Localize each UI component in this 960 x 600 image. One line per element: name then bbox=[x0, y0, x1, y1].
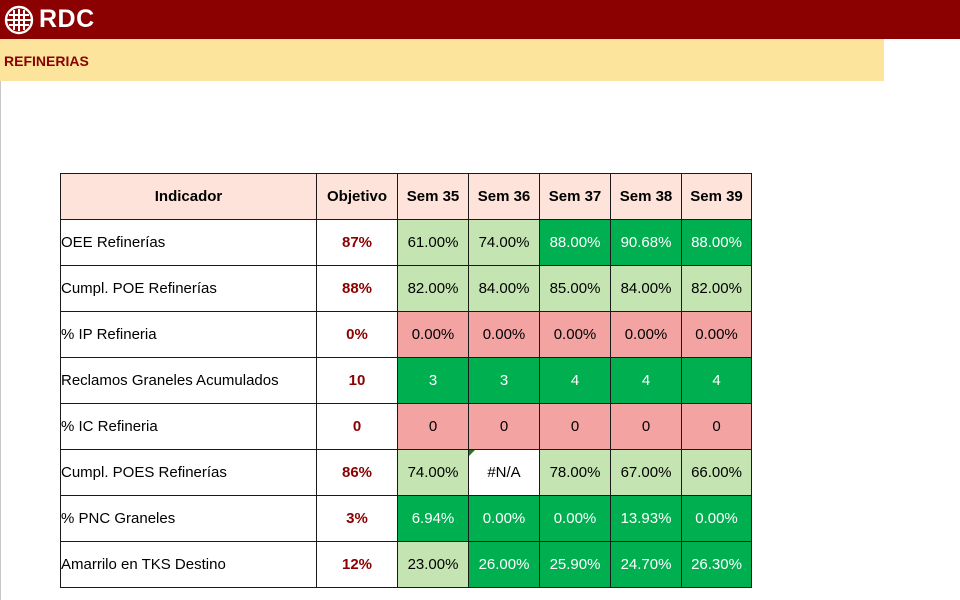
week-value-cell[interactable]: 0.00% bbox=[468, 311, 540, 358]
week-value-cell[interactable]: 0.00% bbox=[610, 311, 682, 358]
week-value-cell[interactable]: 0 bbox=[397, 403, 469, 450]
week-value-cell[interactable]: 4 bbox=[681, 357, 752, 404]
week-value-cell[interactable]: 0.00% bbox=[681, 495, 752, 542]
week-value-cell[interactable]: 67.00% bbox=[610, 449, 682, 496]
week-value-cell[interactable]: 24.70% bbox=[610, 541, 682, 588]
week-value-cell[interactable]: 66.00% bbox=[681, 449, 752, 496]
column-header: Sem 39 bbox=[681, 173, 752, 220]
objective-cell[interactable]: 3% bbox=[316, 495, 398, 542]
week-value-cell[interactable]: 25.90% bbox=[539, 541, 611, 588]
indicator-cell[interactable]: % IP Refineria bbox=[60, 311, 317, 358]
objective-cell[interactable]: 0% bbox=[316, 311, 398, 358]
week-value-cell[interactable]: 90.68% bbox=[610, 219, 682, 266]
week-value-cell[interactable]: 6.94% bbox=[397, 495, 469, 542]
week-value-cell[interactable]: #N/A bbox=[468, 449, 540, 496]
week-value-cell[interactable]: 0.00% bbox=[539, 311, 611, 358]
table-row: Reclamos Graneles Acumulados 10 3 3 4 4 4 bbox=[60, 357, 752, 404]
table-row: % IC Refineria 0 0 0 0 0 0 bbox=[60, 403, 752, 450]
column-header: Sem 36 bbox=[468, 173, 540, 220]
week-value-cell[interactable]: 13.93% bbox=[610, 495, 682, 542]
table-row: OEE Refinerías 87% 61.00% 74.00% 88.00% 90.68… bbox=[60, 219, 752, 266]
table-row: % PNC Graneles 3% 6.94% 0.00% 0.00% 13.93% 0.0… bbox=[60, 495, 752, 542]
week-value-cell[interactable]: 23.00% bbox=[397, 541, 469, 588]
week-value-cell[interactable]: 4 bbox=[539, 357, 611, 404]
week-value-cell[interactable]: 0.00% bbox=[468, 495, 540, 542]
week-value-cell[interactable]: 3 bbox=[468, 357, 540, 404]
week-value-cell[interactable]: 82.00% bbox=[397, 265, 469, 312]
objective-cell[interactable]: 0 bbox=[316, 403, 398, 450]
objective-cell[interactable]: 88% bbox=[316, 265, 398, 312]
week-value-cell[interactable]: 26.00% bbox=[468, 541, 540, 588]
week-value-cell[interactable]: 0.00% bbox=[397, 311, 469, 358]
week-value-cell[interactable]: 4 bbox=[610, 357, 682, 404]
section-title: REFINERIAS bbox=[4, 53, 89, 69]
week-value-cell[interactable]: 82.00% bbox=[681, 265, 752, 312]
week-value-cell[interactable]: 88.00% bbox=[681, 219, 752, 266]
week-value-cell[interactable]: 85.00% bbox=[539, 265, 611, 312]
week-value-cell[interactable]: 0 bbox=[468, 403, 540, 450]
column-header: Sem 37 bbox=[539, 173, 611, 220]
objective-cell[interactable]: 86% bbox=[316, 449, 398, 496]
week-value-cell[interactable]: 0 bbox=[610, 403, 682, 450]
table-row: Cumpl. POES Refinerías 86% 74.00% #N/A 78.00… bbox=[60, 449, 752, 496]
column-header: Indicador bbox=[60, 173, 317, 220]
week-value-cell[interactable]: 74.00% bbox=[397, 449, 469, 496]
indicator-cell[interactable]: % IC Refineria bbox=[60, 403, 317, 450]
column-header: Sem 35 bbox=[397, 173, 469, 220]
table-row: % IP Refineria 0% 0.00% 0.00% 0.00% 0.00% 0.00… bbox=[60, 311, 752, 358]
column-header: Sem 38 bbox=[610, 173, 682, 220]
brand-logo[interactable]: RDC bbox=[4, 4, 95, 35]
week-value-cell[interactable]: 88.00% bbox=[539, 219, 611, 266]
table-header-row: Indicador Objetivo Sem 35 Sem 36 Sem 37 Sem 3… bbox=[60, 173, 752, 220]
indicator-cell[interactable]: Cumpl. POES Refinerías bbox=[60, 449, 317, 496]
table-row: Amarrilo en TKS Destino 12% 23.00% 26.00% 25… bbox=[60, 541, 752, 588]
week-value-cell[interactable]: 84.00% bbox=[610, 265, 682, 312]
left-border bbox=[0, 81, 1, 600]
kpi-table: Indicador Objetivo Sem 35 Sem 36 Sem 37 Sem 3… bbox=[60, 173, 752, 588]
objective-cell[interactable]: 12% bbox=[316, 541, 398, 588]
indicator-cell[interactable]: % PNC Graneles bbox=[60, 495, 317, 542]
brand-name: RDC bbox=[39, 5, 95, 33]
rdc-globe-icon bbox=[4, 5, 34, 34]
week-value-cell[interactable]: 0.00% bbox=[681, 311, 752, 358]
week-value-cell[interactable]: 84.00% bbox=[468, 265, 540, 312]
column-header: Objetivo bbox=[316, 173, 398, 220]
week-value-cell[interactable]: 0.00% bbox=[539, 495, 611, 542]
table-row: Cumpl. POE Refinerías 88% 82.00% 84.00% 85.0… bbox=[60, 265, 752, 312]
week-value-cell[interactable]: 78.00% bbox=[539, 449, 611, 496]
indicator-cell[interactable]: Cumpl. POE Refinerías bbox=[60, 265, 317, 312]
week-value-cell[interactable]: 3 bbox=[397, 357, 469, 404]
section-banner: REFINERIAS bbox=[0, 39, 884, 81]
indicator-cell[interactable]: OEE Refinerías bbox=[60, 219, 317, 266]
indicator-cell[interactable]: Amarrilo en TKS Destino bbox=[60, 541, 317, 588]
week-value-cell[interactable]: 0 bbox=[539, 403, 611, 450]
objective-cell[interactable]: 10 bbox=[316, 357, 398, 404]
objective-cell[interactable]: 87% bbox=[316, 219, 398, 266]
week-value-cell[interactable]: 26.30% bbox=[681, 541, 752, 588]
week-value-cell[interactable]: 74.00% bbox=[468, 219, 540, 266]
indicator-cell[interactable]: Reclamos Graneles Acumulados bbox=[60, 357, 317, 404]
header-bar: RDC bbox=[0, 0, 960, 39]
week-value-cell[interactable]: 61.00% bbox=[397, 219, 469, 266]
week-value-cell[interactable]: 0 bbox=[681, 403, 752, 450]
